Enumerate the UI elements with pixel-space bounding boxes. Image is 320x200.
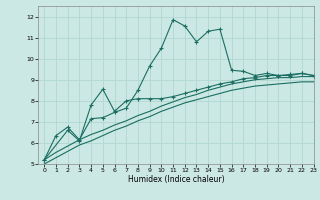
X-axis label: Humidex (Indice chaleur): Humidex (Indice chaleur) — [128, 175, 224, 184]
